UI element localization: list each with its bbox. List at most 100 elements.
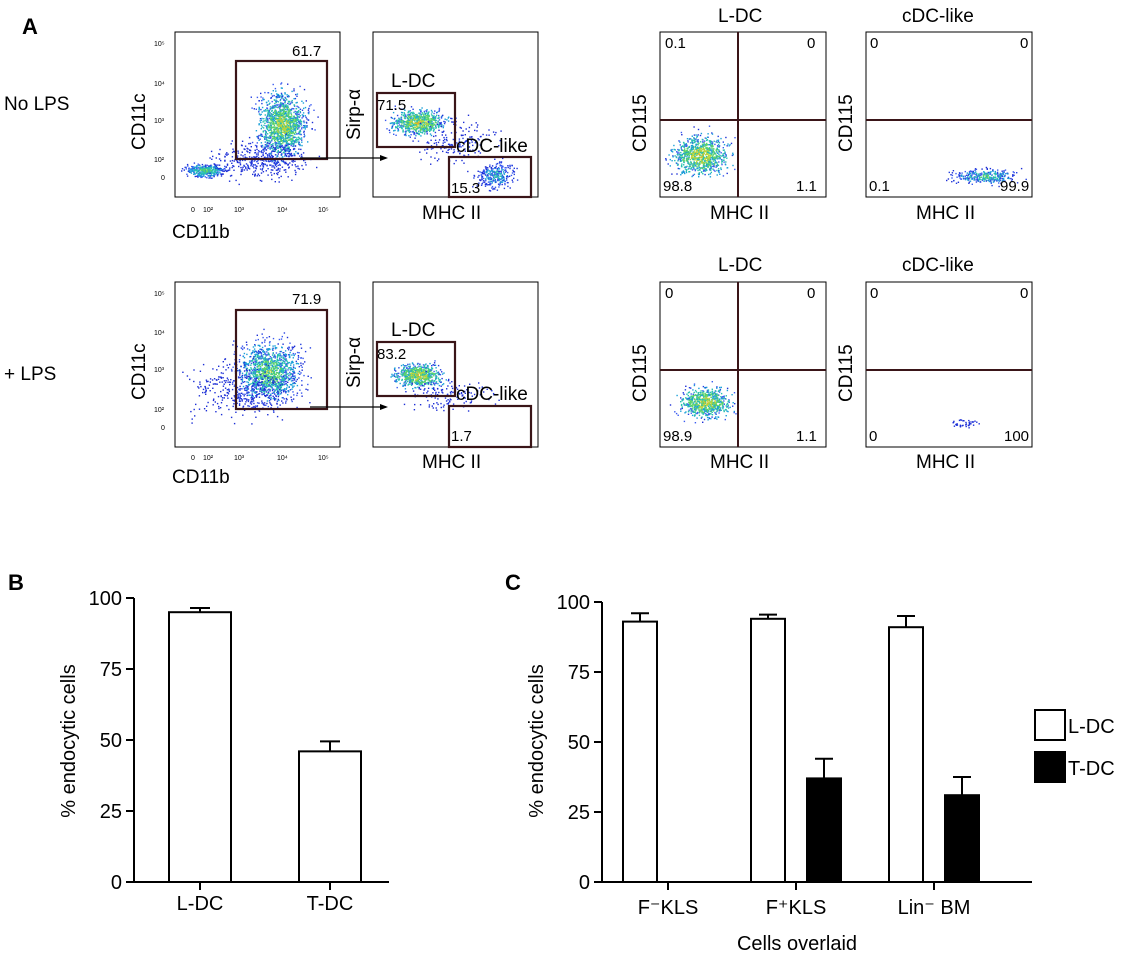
event-dot xyxy=(285,388,287,390)
event-dot xyxy=(419,151,421,153)
event-dot xyxy=(277,151,279,153)
event-dot xyxy=(425,123,427,125)
event-dot xyxy=(301,395,303,397)
event-dot xyxy=(692,156,694,159)
event-dot xyxy=(413,122,416,125)
event-dot xyxy=(487,170,489,172)
event-dot xyxy=(280,131,282,133)
event-dot xyxy=(1012,175,1014,177)
event-dot xyxy=(1000,175,1003,177)
event-dot xyxy=(287,119,290,121)
event-dot xyxy=(683,144,686,146)
event-dot xyxy=(274,87,277,90)
event-dot xyxy=(283,139,285,141)
event-dot xyxy=(270,127,273,129)
event-dot xyxy=(281,112,284,114)
event-dot xyxy=(283,119,285,121)
event-dot xyxy=(308,105,311,107)
event-dot xyxy=(243,398,245,400)
event-dot xyxy=(691,155,693,157)
event-dot xyxy=(700,145,702,147)
event-dot xyxy=(712,168,714,170)
event-dot xyxy=(463,154,465,156)
event-dot xyxy=(707,151,709,153)
event-dot xyxy=(304,128,306,130)
event-dot xyxy=(429,120,431,122)
event-dot xyxy=(265,118,267,120)
event-dot xyxy=(687,154,689,156)
event-dot xyxy=(279,113,281,115)
event-dot xyxy=(285,113,288,116)
event-dot xyxy=(993,172,995,175)
event-dot xyxy=(498,178,500,180)
event-dot xyxy=(318,155,321,158)
event-dot xyxy=(290,349,292,352)
event-dot xyxy=(1004,180,1006,182)
event-dot xyxy=(291,131,293,134)
event-dot xyxy=(413,112,415,115)
event-dot xyxy=(430,126,432,128)
event-dot xyxy=(277,136,279,139)
event-dot xyxy=(293,98,295,100)
event-dot xyxy=(295,124,298,127)
event-dot xyxy=(272,150,274,152)
event-dot xyxy=(261,393,263,396)
event-dot xyxy=(273,166,275,168)
event-dot xyxy=(293,124,296,127)
event-dot xyxy=(289,122,291,124)
event-dot xyxy=(477,138,479,140)
event-dot xyxy=(286,124,288,127)
event-dot xyxy=(450,148,453,150)
event-dot xyxy=(287,131,290,134)
event-dot xyxy=(276,156,278,158)
event-dot xyxy=(493,187,495,190)
event-dot xyxy=(294,133,296,136)
event-dot xyxy=(262,351,264,353)
event-dot xyxy=(419,112,421,114)
event-dot xyxy=(277,131,279,133)
event-dot xyxy=(693,126,695,128)
event-dot xyxy=(297,127,299,129)
event-dot xyxy=(273,150,276,153)
event-dot xyxy=(418,115,420,118)
event-dot xyxy=(279,163,281,165)
event-dot xyxy=(274,102,276,105)
event-dot xyxy=(707,155,710,157)
event-dot xyxy=(292,127,295,129)
event-dot xyxy=(282,146,284,148)
event-dot xyxy=(696,135,699,137)
event-dot xyxy=(412,111,414,114)
event-dot xyxy=(696,147,698,149)
event-dot xyxy=(272,105,274,107)
event-dot xyxy=(702,164,705,167)
event-dot xyxy=(294,136,296,138)
event-dot xyxy=(287,136,290,139)
event-dot xyxy=(478,139,480,141)
event-dot xyxy=(261,150,263,152)
event-dot xyxy=(285,112,287,115)
event-dot xyxy=(481,175,484,178)
event-dot xyxy=(441,115,443,117)
event-dot xyxy=(236,161,239,164)
event-dot xyxy=(296,101,298,104)
event-dot xyxy=(282,123,284,125)
event-dot xyxy=(266,165,268,167)
event-dot xyxy=(689,149,691,151)
event-dot xyxy=(419,117,422,119)
event-dot xyxy=(472,144,474,147)
event-dot xyxy=(446,119,448,121)
event-dot xyxy=(283,104,285,106)
event-dot xyxy=(285,145,288,147)
event-dot xyxy=(488,176,490,179)
event-dot xyxy=(447,120,450,122)
event-dot xyxy=(303,133,305,135)
event-dot xyxy=(427,117,429,120)
event-dot xyxy=(983,178,985,180)
event-dot xyxy=(243,164,245,167)
event-dot xyxy=(507,165,509,167)
event-dot xyxy=(193,173,195,175)
event-dot xyxy=(722,141,724,143)
event-dot xyxy=(287,139,289,141)
event-dot xyxy=(444,118,446,120)
event-dot xyxy=(261,99,263,102)
